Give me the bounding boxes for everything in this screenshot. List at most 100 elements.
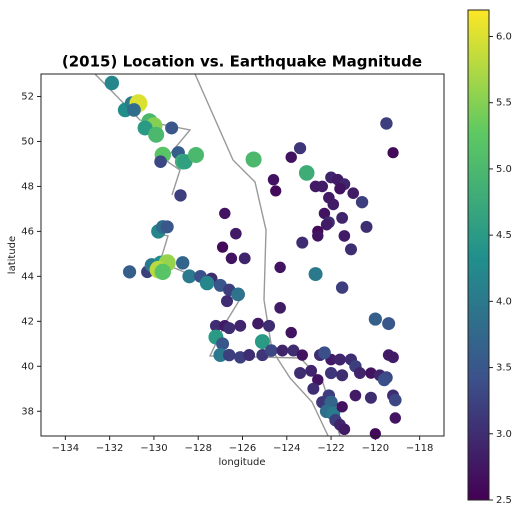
colorbar (467, 9, 490, 501)
y-tick-label: 38 (21, 406, 34, 417)
point (318, 207, 331, 220)
point (245, 151, 262, 168)
point (238, 252, 251, 265)
x-tick-label: −134 (52, 443, 79, 454)
point (388, 393, 402, 407)
point (377, 373, 391, 387)
point (336, 401, 348, 413)
y-tick-label: 44 (21, 271, 34, 282)
point (345, 243, 357, 256)
point (127, 103, 141, 117)
colorbar-tick-label: 4.0 (496, 296, 512, 307)
point (274, 261, 286, 274)
colorbar-tick-label: 5.0 (496, 164, 512, 175)
point (382, 317, 396, 331)
y-tick-label: 48 (21, 181, 34, 192)
point (104, 75, 120, 91)
point (316, 180, 329, 193)
point (318, 346, 331, 360)
point (270, 185, 282, 197)
point (219, 207, 231, 220)
point (213, 348, 228, 363)
x-axis-label: longitude (218, 457, 265, 468)
point (160, 220, 174, 234)
point (389, 412, 401, 424)
point (294, 367, 307, 380)
point (264, 344, 278, 357)
point (312, 230, 324, 242)
point (355, 195, 369, 209)
point (364, 391, 377, 404)
points (104, 75, 402, 440)
point (122, 265, 137, 279)
point (154, 263, 171, 281)
point (320, 218, 333, 231)
point (312, 374, 324, 386)
point (368, 312, 382, 326)
point (230, 227, 242, 240)
point (276, 344, 289, 357)
x-tick-label: −130 (140, 443, 167, 454)
point (287, 344, 300, 357)
y-tick-label: 52 (21, 91, 34, 102)
point (307, 382, 320, 395)
point (308, 267, 323, 282)
point (223, 348, 236, 362)
point (263, 319, 276, 332)
colorbar-tick-label: 3.0 (496, 429, 512, 440)
point (387, 351, 399, 364)
colorbar-tick-label: 3.5 (496, 363, 512, 374)
x-tick-label: −118 (406, 443, 433, 454)
point (338, 423, 351, 436)
x-tick-label: −122 (317, 443, 344, 454)
point (349, 389, 362, 402)
point (267, 173, 280, 186)
y-tick-label: 42 (21, 316, 34, 327)
x-tick-label: −132 (96, 443, 123, 454)
point (298, 165, 315, 181)
point (334, 353, 346, 366)
point (174, 189, 187, 202)
point (369, 428, 381, 440)
point (225, 252, 238, 265)
colorbar-tick-label: 5.5 (496, 98, 512, 109)
colorbar-tick-label: 6.0 (496, 31, 512, 42)
point (293, 142, 307, 155)
point (199, 275, 215, 291)
y-tick-label: 40 (21, 361, 34, 372)
point (231, 287, 245, 302)
point (216, 337, 230, 351)
point (285, 151, 297, 163)
point (285, 326, 297, 339)
y-axis-label: latitude (7, 236, 18, 274)
point (335, 281, 349, 294)
point (324, 366, 338, 380)
point (223, 322, 236, 335)
point (154, 155, 167, 168)
point (209, 319, 222, 332)
colorbar-tick-label: 2.5 (496, 495, 512, 506)
colorbar-tick-label: 4.5 (496, 230, 512, 241)
point (327, 198, 340, 211)
point (234, 319, 247, 332)
y-tick-label: 50 (21, 136, 34, 147)
point (165, 121, 179, 135)
point (296, 236, 309, 249)
point (338, 230, 351, 242)
x-tick-label: −120 (362, 443, 389, 454)
point (274, 302, 286, 314)
point (336, 369, 349, 382)
point (182, 269, 197, 284)
x-tick-label: −124 (273, 443, 300, 454)
point (305, 364, 318, 377)
point (243, 349, 256, 362)
y-tick-label: 46 (21, 226, 34, 237)
point (176, 256, 190, 270)
point (252, 317, 264, 330)
point (387, 147, 399, 159)
x-tick-label: −126 (229, 443, 256, 454)
point (336, 212, 349, 224)
point (148, 126, 165, 143)
